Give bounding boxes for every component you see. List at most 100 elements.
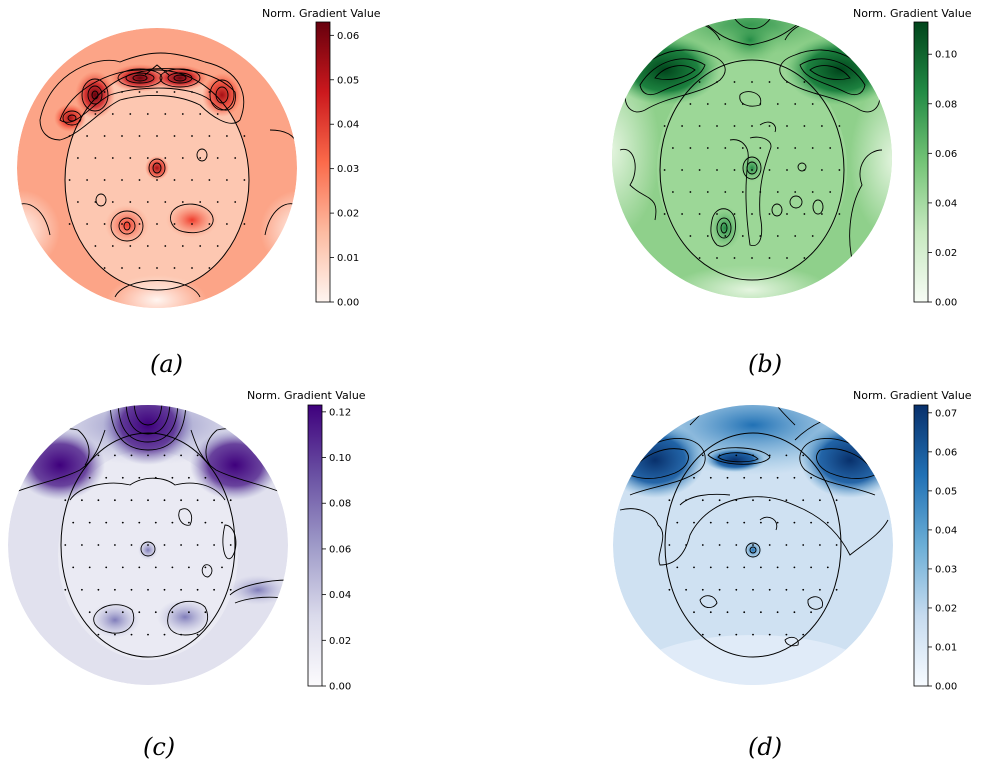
colorbar-tick-label: 0.07 [935,408,957,419]
sensor-dot [94,113,97,115]
sensor-dot [199,113,202,115]
sensor-dot [752,633,754,636]
sensor-dot [114,544,116,546]
sensor-dot [760,476,762,479]
sensor-dot [838,213,841,215]
sensor-dot [216,113,219,115]
sensor-dot [760,611,762,614]
sensor-dot [726,611,729,614]
sensor-dot [718,633,721,636]
sensor-dot [68,179,71,181]
sensor-dot [786,81,788,83]
sensor-dot [77,201,79,203]
colorbar-title-d: Norm. Gradient Value [853,389,972,402]
sensor-dot [668,588,671,591]
sensor-dot [243,135,246,137]
sensor-dot [154,521,157,524]
sensor-dot [776,521,779,524]
sensor-dot [171,566,174,569]
sensor-dot [68,135,71,137]
sensor-dot [196,633,199,636]
sensor-dot [180,633,183,636]
sensor-dot [208,223,211,225]
sensor-dot [208,91,211,93]
colorbar-tick-label: 0.10 [329,453,351,464]
sensor-dot [698,257,701,259]
sensor-dot [794,235,797,237]
sensor-dot [146,201,149,203]
sensor-dot [693,476,695,479]
colorbar-d [913,404,929,687]
sensor-dot [72,521,75,524]
sensor-dot [221,521,223,524]
sensor-dot [180,499,183,502]
sensor-dot [752,544,754,546]
sensor-dot [86,179,88,181]
sensor-dot [768,544,771,546]
sensor-dot [188,476,190,479]
sensor-dot [803,257,806,259]
hotspot-c-5 [157,599,213,635]
sensor-dot [164,201,167,203]
sensor-dot [786,125,788,127]
sensor-dot [196,499,199,502]
sensor-dot [793,611,796,614]
sensor-dot [147,544,149,546]
sensor-dot [709,476,712,479]
sensor-dot [735,588,738,591]
sensor-dot [196,454,199,457]
sensor-dot [229,544,232,546]
sensor-dot [829,147,832,149]
sensor-dot [785,544,788,546]
sensor-dot [681,125,683,127]
sensor-dot [164,245,167,247]
sensor-dot [94,245,97,247]
sensor-dot [226,179,228,181]
sensors-b [663,81,841,259]
sensor-dot [146,113,149,115]
colorbar-tick-label: 0.00 [935,298,957,309]
sensor-dot [811,191,814,193]
colorbar-tick-label: 0.10 [935,50,957,61]
sensor-dot [138,476,141,479]
sensor-dot [718,499,721,502]
sensor-dot [786,213,788,215]
sensor-dot [130,633,133,636]
sensor-dot [672,191,674,193]
sensor-dot [97,499,100,502]
colorbar-tick-label: 0.00 [337,298,359,309]
sensor-dot [146,157,149,159]
sensor-dot [171,521,174,524]
sensor-dot [838,125,841,127]
sensor-dot [94,157,97,159]
sensor-dot [802,454,805,457]
sensor-dot [802,544,805,546]
topomap-panel-b: Norm. Gradient Value 0.00 0.02 0.04 0.06 0.0… [600,0,990,390]
sensor-dot [64,544,67,546]
colorbar-tick-label: 0.05 [935,486,957,497]
sensor-dot [121,566,124,569]
colorbar-a [315,21,331,303]
sensor-dot [191,91,193,93]
sensor-dot [226,135,228,137]
head-outline-c [60,432,236,658]
sensor-dot [226,223,228,225]
sensor-dot [121,267,123,269]
sensor-dot [213,544,216,546]
sensor-dot [724,191,727,193]
sensor-dot [741,235,744,237]
sensor-dot [752,588,754,591]
head-outline-a [64,69,250,291]
sensor-dot [180,454,183,457]
sensor-dot [105,521,108,524]
sensor-dot [793,566,796,569]
sensor-dot [751,257,753,259]
sensor-dot [706,235,709,237]
sensor-dot [147,633,149,636]
colorbar-tick-label: 0.00 [329,682,351,693]
sensor-dot [741,103,744,105]
sensor-dot [698,125,701,127]
sensor-dot [156,135,158,137]
sensor-dot [163,588,166,591]
sensor-dot [685,544,687,546]
